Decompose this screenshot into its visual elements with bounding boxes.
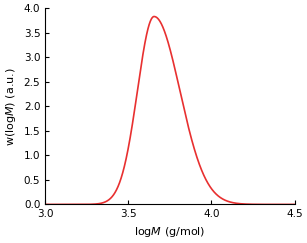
Y-axis label: w(log$\it{M}$) (a.u.): w(log$\it{M}$) (a.u.) [4,67,18,146]
X-axis label: log$\it{M}$ (g/mol): log$\it{M}$ (g/mol) [134,225,206,239]
